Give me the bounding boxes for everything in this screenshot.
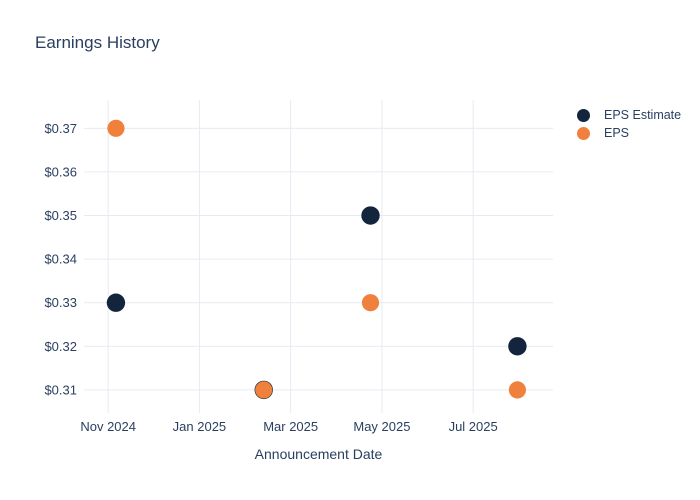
point-eps-estimate[interactable] — [508, 337, 527, 356]
legend-label-eps-estimate: EPS Estimate — [604, 108, 682, 122]
x-tick-label: Nov 2024 — [80, 419, 136, 434]
legend-item-eps-estimate[interactable]: EPS Estimate — [577, 106, 681, 124]
y-tick-label: $0.35 — [44, 208, 77, 223]
x-tick-label: May 2025 — [353, 419, 410, 434]
chart-title: Earnings History — [35, 33, 160, 52]
x-tick-label: Mar 2025 — [263, 419, 318, 434]
x-tick-label: Jul 2025 — [449, 419, 498, 434]
eps-swatch-icon — [577, 126, 590, 140]
legend-label-eps: EPS — [604, 126, 630, 140]
y-tick-label: $0.34 — [44, 252, 77, 267]
point-eps[interactable] — [361, 294, 380, 312]
legend-item-eps[interactable]: EPS — [577, 124, 681, 142]
y-tick-label: $0.37 — [44, 121, 77, 136]
x-axis-title: Announcement Date — [254, 446, 383, 462]
legend: EPS Estimate EPS — [577, 106, 681, 142]
point-eps[interactable] — [255, 381, 273, 399]
point-eps[interactable] — [107, 119, 125, 137]
y-tick-label: $0.31 — [44, 382, 77, 397]
eps-estimate-swatch-icon — [577, 108, 590, 122]
y-tick-label: $0.32 — [44, 339, 77, 354]
x-tick-label: Jan 2025 — [173, 419, 227, 434]
point-eps-estimate[interactable] — [106, 293, 126, 312]
point-eps-estimate[interactable] — [361, 206, 380, 225]
y-tick-label: $0.36 — [44, 164, 77, 179]
point-eps[interactable] — [508, 381, 527, 399]
y-tick-label: $0.33 — [44, 295, 77, 310]
